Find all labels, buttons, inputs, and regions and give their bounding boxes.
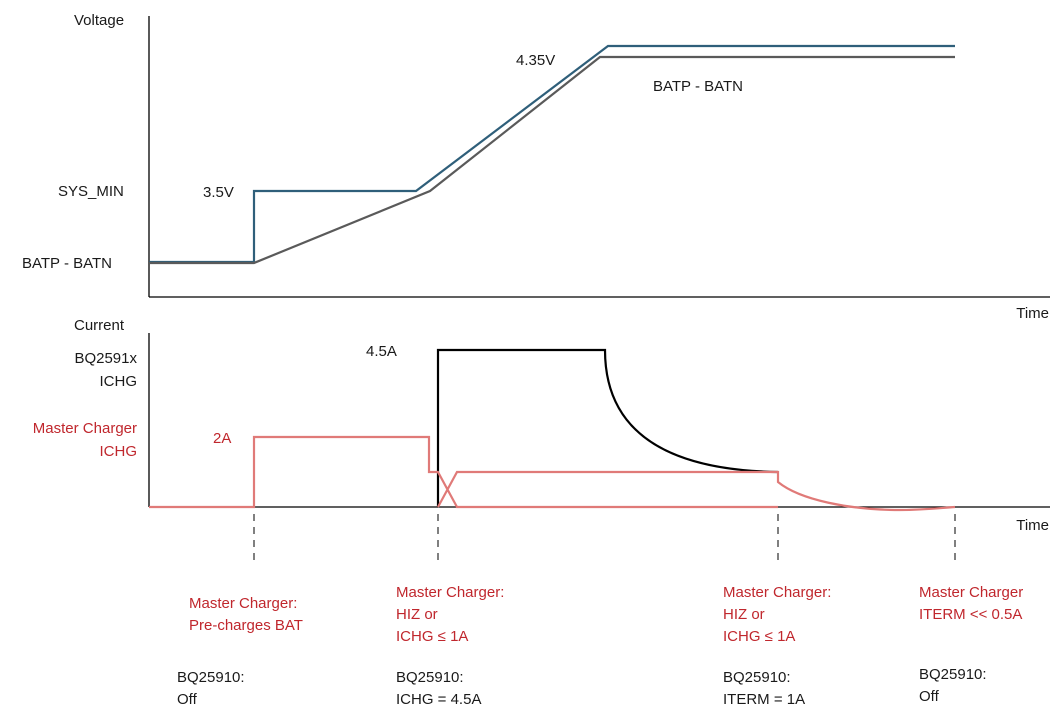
voltage-4v35-label: 4.35V bbox=[516, 52, 555, 69]
current-2a-label: 2A bbox=[213, 430, 231, 447]
phase-2-bq-line-2: ICHG = 4.5A bbox=[396, 691, 481, 708]
phase-4-master-line-1: Master Charger bbox=[919, 584, 1023, 601]
vsys-trace bbox=[149, 44, 955, 264]
phase-1-master-line-2: Pre-charges BAT bbox=[189, 617, 303, 634]
batp-batn-level-label: BATP - BATN bbox=[22, 255, 112, 272]
current-4a5-label: 4.5A bbox=[366, 343, 397, 360]
phase-3-master-line-1: Master Charger: bbox=[723, 584, 831, 601]
vbat-trace bbox=[149, 55, 955, 265]
phase-2-master-line-1: Master Charger: bbox=[396, 584, 504, 601]
current-axis-label: Current bbox=[74, 317, 125, 334]
phase-1-master-line-1: Master Charger: bbox=[189, 595, 297, 612]
voltage-plot: Voltage Time SYS_MIN BATP - BATN 3.5V 4.… bbox=[22, 12, 1050, 322]
bat-curve-label: BATP - BATN bbox=[653, 78, 743, 95]
master-ichg-label-1: Master Charger bbox=[33, 420, 137, 437]
phase-2-bq-line-1: BQ25910: bbox=[396, 669, 464, 686]
master-current-trace bbox=[149, 435, 956, 512]
voltage-3v5-label: 3.5V bbox=[203, 184, 234, 201]
sys-min-label: SYS_MIN bbox=[58, 183, 124, 200]
phase-descriptions: Master Charger: Pre-charges BAT BQ25910:… bbox=[177, 584, 1023, 708]
phase-4-master-line-2: ITERM << 0.5A bbox=[919, 606, 1022, 623]
bq-ichg-label-2: ICHG bbox=[100, 373, 138, 390]
phase-2-master-line-3: ICHG ≤ 1A bbox=[396, 628, 468, 645]
phase-3-bq-line-2: ITERM = 1A bbox=[723, 691, 805, 708]
phase-1-bq-line-2: Off bbox=[177, 691, 198, 708]
phase-3-master-line-2: HIZ or bbox=[723, 606, 765, 623]
current-time-label: Time bbox=[1016, 517, 1049, 534]
voltage-time-label: Time bbox=[1016, 305, 1049, 322]
bq-ichg-label-1: BQ2591x bbox=[74, 350, 137, 367]
phase-4-bq-line-2: Off bbox=[919, 688, 940, 705]
phase-2-master-line-2: HIZ or bbox=[396, 606, 438, 623]
phase-3-master-line-3: ICHG ≤ 1A bbox=[723, 628, 795, 645]
phase-3-bq-line-1: BQ25910: bbox=[723, 669, 791, 686]
phase-1-bq-line-1: BQ25910: bbox=[177, 669, 245, 686]
master-ichg-label-2: ICHG bbox=[100, 443, 138, 460]
voltage-axis-label: Voltage bbox=[74, 12, 124, 29]
phase-markers bbox=[253, 514, 956, 566]
current-plot: Current Time BQ2591x ICHG Master Charger… bbox=[33, 317, 1050, 534]
phase-4-bq-line-1: BQ25910: bbox=[919, 666, 987, 683]
bq-current-trace bbox=[436, 348, 779, 507]
